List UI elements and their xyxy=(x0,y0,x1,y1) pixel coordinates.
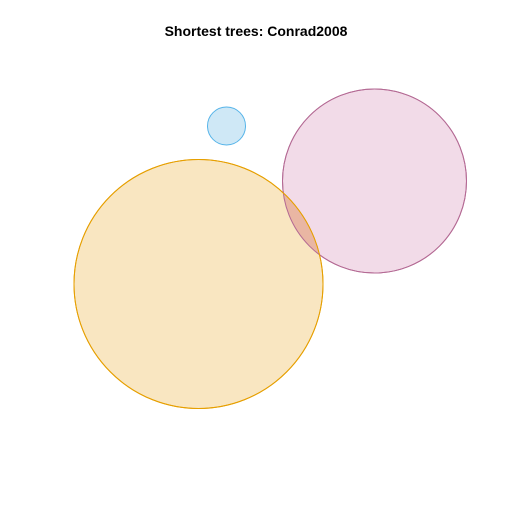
venn-circle-pink-outline xyxy=(282,88,467,274)
venn-circle-small xyxy=(207,106,246,146)
venn-circles xyxy=(73,88,467,409)
venn-circle-orange-outline xyxy=(73,159,324,409)
chart-title: Shortest trees: Conrad2008 xyxy=(164,23,348,39)
